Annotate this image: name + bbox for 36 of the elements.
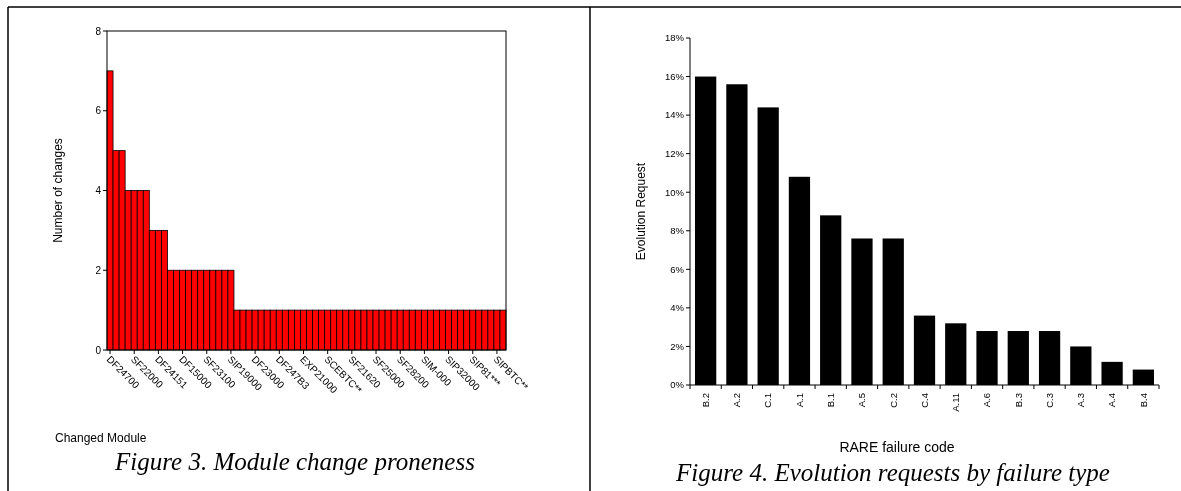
y-tick-label: 0% — [670, 379, 685, 391]
x-tick-label: A.11 — [950, 393, 962, 412]
y-tick-label: 6 — [95, 105, 102, 117]
y-tick-label: 2% — [670, 340, 685, 352]
y-tick-label: 18% — [664, 32, 685, 44]
x-tick-label: B.4 — [1137, 393, 1149, 408]
y-axis-title: Evolution Request — [634, 162, 648, 261]
y-tick-label: 4% — [670, 302, 685, 314]
y-tick-label: 6% — [670, 263, 685, 275]
text: Figure 4. Evolution requests by failure type — [675, 459, 1110, 486]
y-axis-title: Number of changes — [51, 138, 65, 243]
y-tick-label: 0 — [95, 344, 102, 356]
x-tick-label: C.4 — [918, 393, 930, 408]
x-tick-label: A.6 — [981, 393, 993, 408]
x-tick-label: B.1 — [825, 393, 837, 408]
x-tick-label: A.4 — [1106, 393, 1118, 408]
x-tick-label: C.1 — [762, 393, 774, 408]
x-tick-label: A.5 — [856, 393, 868, 408]
x-tick-label: A.2 — [731, 393, 743, 408]
y-tick-label: 14% — [664, 109, 685, 121]
x-axis-title: Changed Module — [55, 431, 147, 445]
x-tick-label: B.2 — [699, 393, 711, 408]
y-tick-label: 8 — [95, 25, 102, 37]
y-tick-label: 10% — [664, 186, 685, 198]
x-tick-label: C.3 — [1043, 393, 1055, 408]
text: Figure 3. Module change proneness — [114, 448, 475, 475]
x-tick-label: A.1 — [793, 393, 805, 408]
x-axis-title: RARE failure code — [839, 439, 955, 455]
y-tick-label: 8% — [670, 225, 685, 237]
x-tick-label: C.2 — [887, 393, 899, 408]
x-tick-label: B.3 — [1012, 393, 1024, 408]
y-tick-label: 4 — [95, 185, 102, 196]
y-tick-label: 16% — [664, 70, 685, 82]
y-tick-label: 12% — [664, 147, 685, 159]
y-tick-label: 2 — [95, 264, 102, 276]
x-tick-label: A.3 — [1075, 393, 1087, 408]
